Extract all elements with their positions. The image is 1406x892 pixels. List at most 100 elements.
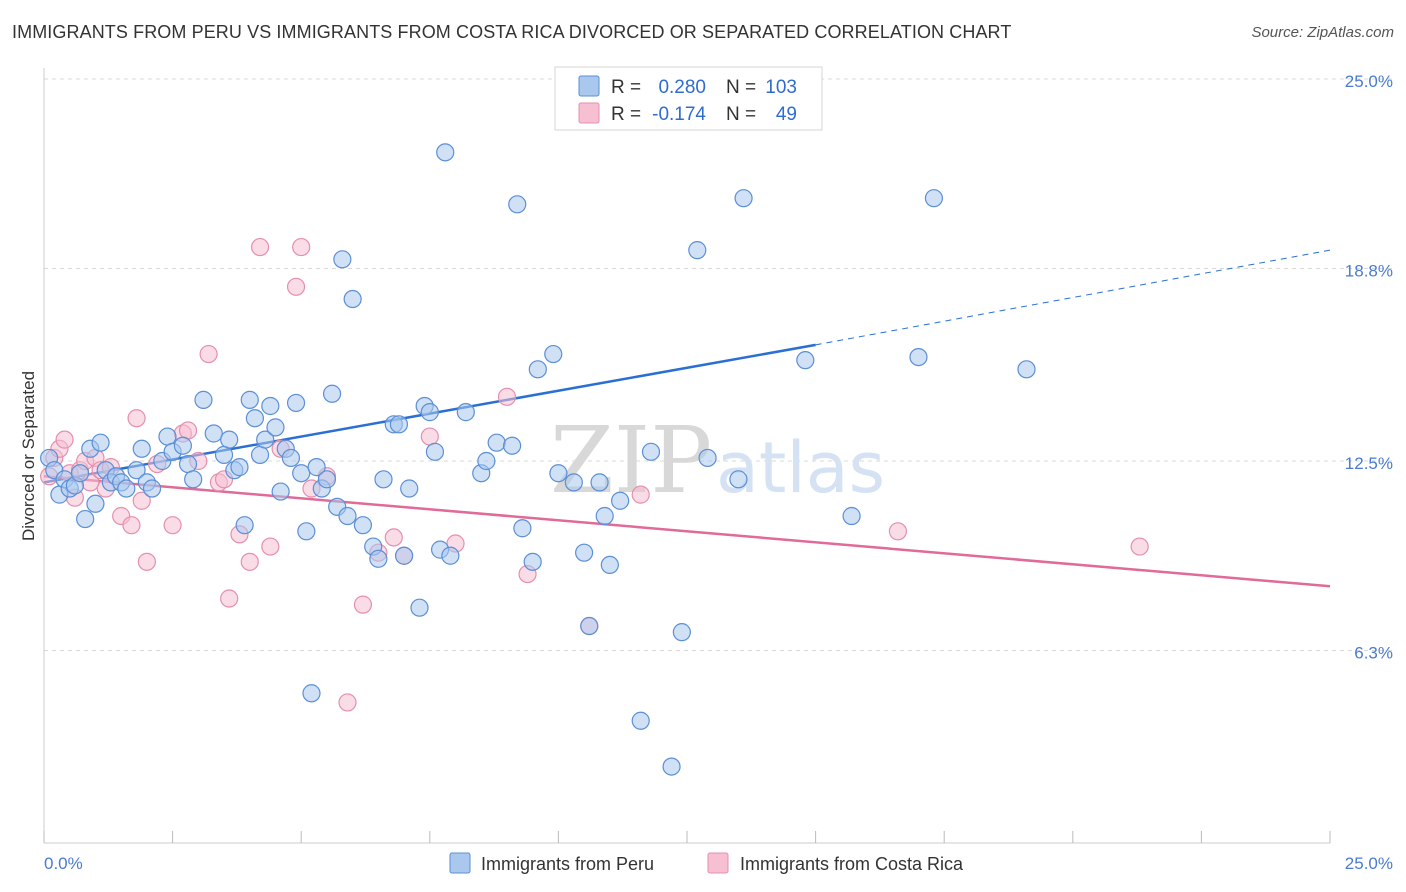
peru-point — [688, 241, 707, 260]
peru-point — [353, 516, 373, 535]
costa-rica-point — [631, 485, 650, 504]
costa-rica-point — [137, 552, 156, 571]
costa-rica-point — [250, 237, 270, 257]
peru-point — [70, 464, 90, 483]
peru-point — [76, 509, 95, 529]
costa-rica-point — [338, 693, 357, 712]
peru-point — [127, 461, 146, 480]
peru-point — [1017, 360, 1036, 379]
peru-point — [487, 433, 506, 452]
peru-point — [410, 598, 429, 617]
peru-point — [158, 427, 177, 446]
costa-rica-point — [178, 421, 198, 440]
peru-point — [924, 189, 944, 208]
peru-point — [631, 711, 650, 730]
costa-rica-point — [1130, 537, 1149, 556]
costa-rica-point — [240, 552, 259, 571]
peru-point — [333, 250, 352, 269]
peru-point — [173, 436, 192, 455]
peru-point — [374, 470, 393, 489]
peru-point — [302, 684, 321, 703]
peru-point — [842, 506, 861, 526]
peru-point — [564, 473, 583, 492]
peru-point — [240, 390, 259, 409]
peru-point — [261, 396, 280, 416]
peru-point — [420, 403, 439, 422]
peru-point — [672, 623, 691, 642]
costa-rica-point — [220, 589, 239, 608]
peru-point — [194, 390, 213, 409]
peru-point — [286, 393, 306, 413]
peru-point — [590, 473, 609, 492]
peru-point — [734, 189, 753, 208]
peru-point — [271, 482, 290, 501]
peru-point — [184, 470, 203, 489]
peru-point — [86, 494, 105, 513]
peru-point — [142, 479, 162, 498]
watermark-atlas: atlas — [716, 427, 885, 509]
peru-trend-extension — [815, 249, 1331, 346]
costa-rica-point — [163, 516, 182, 535]
peru-point — [230, 458, 249, 477]
bottom-legend-cr-label: Immigrants from Costa Rica — [740, 854, 964, 874]
peru-point — [297, 522, 316, 541]
peru-point — [214, 445, 234, 464]
peru-point — [441, 546, 460, 565]
y-tick-labels: 6.3% 12.5% 18.8% 25.0% — [1345, 72, 1393, 662]
legend-peru-r-label: R = — [611, 77, 641, 98]
peru-point — [575, 543, 594, 562]
chart-title: IMMIGRANTS FROM PERU VS IMMIGRANTS FROM … — [12, 22, 1012, 42]
peru-point — [117, 479, 136, 498]
legend-cr-n-value: 49 — [776, 104, 797, 125]
costa-rica-point — [384, 528, 403, 547]
y-tick-label: 12.5% — [1345, 454, 1393, 473]
y-axis-label: Divorced or Separated — [19, 371, 38, 541]
peru-point — [250, 445, 270, 464]
series-legend: Immigrants from Peru Immigrants from Cos… — [449, 852, 964, 874]
x-tick-label-min: 0.0% — [44, 854, 83, 873]
peru-point — [132, 439, 151, 458]
bottom-legend-peru-swatch — [449, 852, 471, 874]
peru-point — [477, 451, 496, 471]
peru-point — [292, 464, 311, 483]
peru-point — [91, 433, 110, 452]
legend-cr-r-label: R = — [611, 104, 641, 125]
peru-point — [235, 516, 254, 535]
costa-rica-point — [261, 537, 280, 556]
peru-point — [343, 289, 362, 309]
costa-rica-point — [420, 427, 439, 446]
peru-point — [338, 506, 357, 526]
legend-cr-swatch — [578, 102, 600, 124]
peru-point — [549, 464, 568, 483]
legend-cr-r-value: -0.174 — [652, 104, 706, 125]
bottom-legend-cr-swatch — [707, 852, 729, 874]
peru-point — [909, 347, 928, 367]
peru-point — [322, 384, 342, 403]
peru-point — [544, 344, 563, 364]
peru-point — [508, 195, 527, 214]
y-tick-label: 6.3% — [1354, 643, 1393, 662]
peru-point — [369, 549, 388, 568]
peru-point — [528, 360, 547, 379]
costa-rica-point — [292, 237, 311, 257]
peru-point — [698, 448, 717, 468]
peru-point — [600, 555, 619, 575]
source-label: Source: ZipAtlas.com — [1251, 24, 1394, 41]
costa-rica-point — [127, 409, 146, 428]
peru-point — [503, 436, 522, 455]
costa-rica-point — [55, 430, 74, 449]
peru-point — [796, 351, 815, 370]
legend-peru-n-label: N = — [726, 77, 756, 98]
costa-rica-trend-line — [43, 475, 1331, 588]
peru-point — [281, 448, 301, 468]
x-tick-label-max: 25.0% — [1345, 854, 1393, 873]
peru-point — [307, 458, 326, 477]
y-tick-label: 18.8% — [1345, 261, 1393, 280]
peru-point — [204, 424, 223, 443]
costa-rica-point — [286, 277, 306, 296]
peru-point — [394, 546, 414, 565]
y-tick-label: 25.0% — [1345, 72, 1393, 91]
peru-point — [513, 519, 532, 538]
peru-point — [729, 470, 748, 489]
